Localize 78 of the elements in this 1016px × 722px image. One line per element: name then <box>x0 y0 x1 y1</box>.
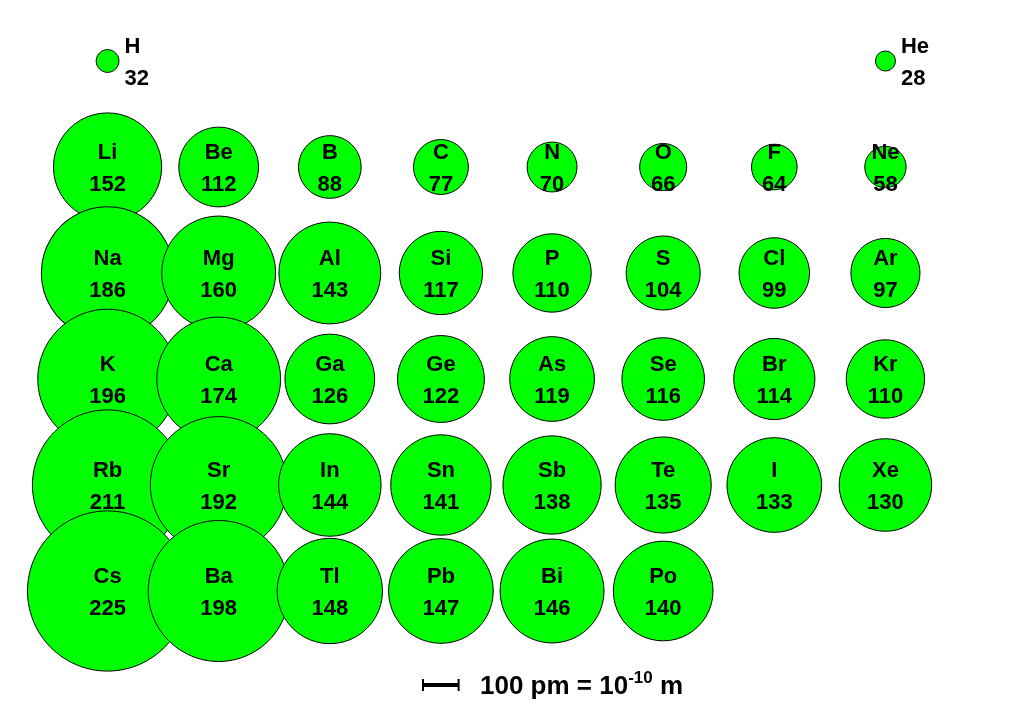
category-label: Ba <box>204 562 234 588</box>
data-label: 144 <box>311 488 349 514</box>
data-label: 110 <box>867 382 904 408</box>
category-label: In <box>320 456 340 482</box>
data-label: 114 <box>756 382 793 408</box>
category-label: Po <box>649 562 678 588</box>
category-label: K <box>99 350 116 376</box>
category-label: As <box>538 350 567 376</box>
data-label: 192 <box>200 488 238 514</box>
data-label: 97 <box>873 276 898 302</box>
data-label: 99 <box>762 276 787 302</box>
data-label: 138 <box>533 488 571 514</box>
category-label: Na <box>93 244 123 270</box>
category-label: Ar <box>873 244 899 270</box>
data-label: 196 <box>89 382 126 408</box>
data-label: 64 <box>762 170 788 196</box>
category-label: Te <box>651 456 676 482</box>
category-label: Br <box>762 350 787 376</box>
data-label: 88 <box>317 170 343 196</box>
category-label: Bi <box>541 562 564 588</box>
category-label: Rb <box>92 456 123 482</box>
data-label: 70 <box>539 170 565 196</box>
data-label: 104 <box>644 276 683 302</box>
data-label: 141 <box>422 488 460 514</box>
data-label: 140 <box>644 594 682 620</box>
category-label: Cs <box>93 562 122 588</box>
category-label: Ge <box>426 350 456 376</box>
category-label: Pb <box>426 562 455 588</box>
data-label: 66 <box>650 170 676 196</box>
data-label: 77 <box>428 170 454 196</box>
data-label: 152 <box>89 170 126 196</box>
data-label: 130 <box>867 488 904 514</box>
data-label: 135 <box>644 488 682 514</box>
category-label: Se <box>649 350 677 376</box>
data-label: 146 <box>533 594 571 620</box>
data-label: 133 <box>755 488 793 514</box>
category-label: Al <box>318 244 341 270</box>
category-label: Ga <box>315 350 346 376</box>
category-label: P <box>544 244 560 270</box>
data-label: 32 <box>124 64 149 90</box>
category-label: Ca <box>204 350 234 376</box>
category-label: Mg <box>202 244 235 270</box>
data-label: 147 <box>422 594 460 620</box>
data-label: 110 <box>534 276 570 302</box>
category-label: Si <box>430 244 452 270</box>
category-label: Be <box>204 138 233 164</box>
category-label: C <box>432 138 449 164</box>
data-label: 143 <box>311 276 349 302</box>
category-label: Li <box>97 138 118 164</box>
data-label: 160 <box>200 276 238 302</box>
data-label: 126 <box>311 382 349 408</box>
data-label: 117 <box>423 276 459 302</box>
data-label: 119 <box>534 382 570 408</box>
category-label: F <box>767 138 782 164</box>
category-label: Sr <box>207 456 231 482</box>
category-label: He <box>900 32 930 58</box>
category-label: Tl <box>320 562 340 588</box>
category-label: B <box>321 138 338 164</box>
data-label: 174 <box>200 382 238 408</box>
data-label: 28 <box>900 64 926 90</box>
data-label: 198 <box>200 594 238 620</box>
category-label: Sn <box>426 456 455 482</box>
category-label: Xe <box>871 456 899 482</box>
category-label: I <box>771 456 778 482</box>
data-label: 225 <box>89 594 126 620</box>
category-label: Kr <box>873 350 899 376</box>
category-label: H <box>124 32 141 58</box>
data-label: 186 <box>89 276 126 302</box>
data-label: 148 <box>311 594 349 620</box>
category-label: S <box>655 244 671 270</box>
category-label: Cl <box>763 244 786 270</box>
data-label: 211 <box>89 488 126 514</box>
category-label: O <box>654 138 672 164</box>
category-label: N <box>544 138 561 164</box>
category-label: Sb <box>538 456 567 482</box>
data-label: 112 <box>200 170 237 196</box>
data-label: 116 <box>645 382 681 408</box>
data-label: 122 <box>422 382 460 408</box>
